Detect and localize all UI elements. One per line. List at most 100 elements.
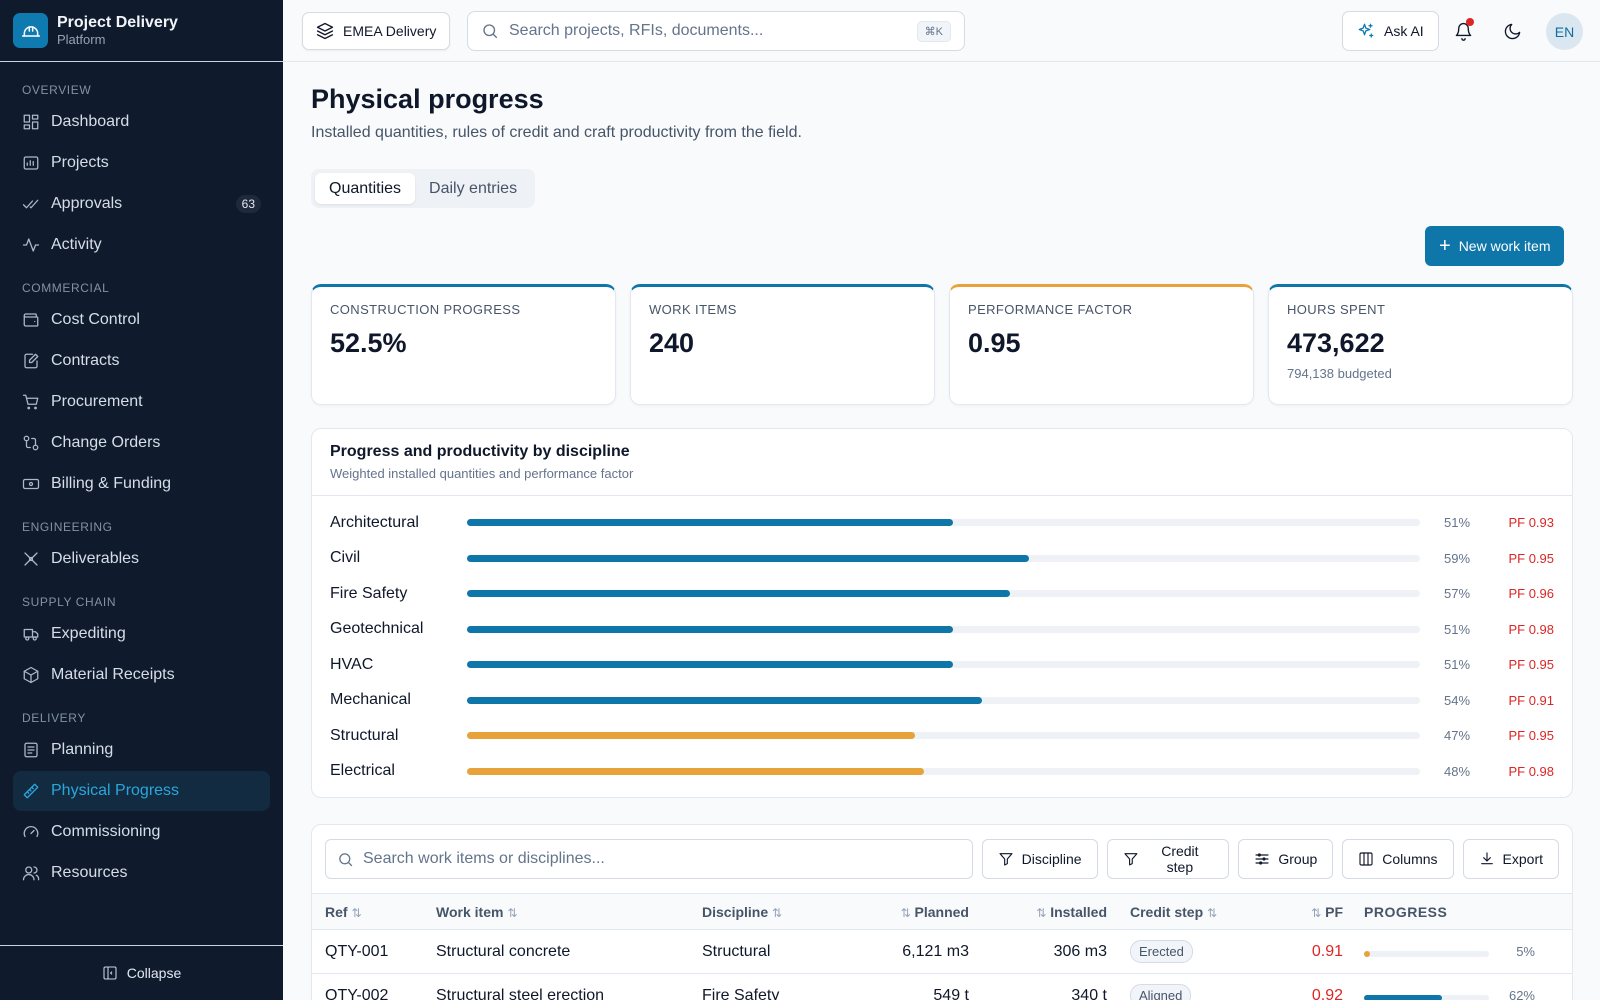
progress-percent: 54% <box>1444 692 1471 708</box>
workspace-switcher-button[interactable]: EMEA Delivery <box>302 12 451 50</box>
progress-fill <box>466 696 982 704</box>
ask-ai-button[interactable]: Ask AI <box>1342 11 1439 51</box>
table-row[interactable]: QTY-002 Structural steel erection Fire Saf… <box>312 974 1572 1000</box>
progress-fill <box>466 519 954 527</box>
user-avatar[interactable]: EN <box>1546 13 1583 50</box>
progress-track <box>466 554 1421 562</box>
sidebar-item-change-orders[interactable]: Change Orders <box>13 423 270 463</box>
column-label: PF <box>1325 904 1343 920</box>
discipline-row[interactable]: Mechanical 54% PF 0.91 <box>312 683 1572 719</box>
sidebar-item-label: Deliverables <box>51 550 140 567</box>
progress-fill <box>466 732 915 740</box>
discipline-row[interactable]: HVAC 51% PF 0.95 <box>312 647 1572 683</box>
discipline-row[interactable]: Civil 59% PF 0.95 <box>312 541 1572 577</box>
global-search[interactable]: ⌘K <box>467 11 965 51</box>
discipline-row[interactable]: Architectural 51% PF 0.93 <box>312 505 1572 541</box>
discipline-row[interactable]: Fire Safety 57% PF 0.96 <box>312 576 1572 612</box>
discipline-name: Geotechnical <box>330 620 424 638</box>
new-work-item-button[interactable]: + New work item <box>1425 226 1565 266</box>
column-label: Work item <box>436 904 504 920</box>
column-header-ref[interactable]: Ref ⇅ <box>325 894 362 931</box>
credit-step-filter-button[interactable]: Credit step <box>1106 839 1230 879</box>
table-search[interactable] <box>325 839 973 879</box>
sidebar-item-cost-control[interactable]: Cost Control <box>13 300 270 340</box>
sidebar-item-dashboard[interactable]: Dashboard <box>13 102 270 142</box>
sidebar-item-deliverables[interactable]: Deliverables <box>13 539 270 579</box>
discipline-row[interactable]: Geotechnical 51% PF 0.98 <box>312 612 1572 648</box>
cell-work-item: Structural steel erection <box>436 987 605 1000</box>
column-label: Installed <box>1050 904 1107 920</box>
sidebar-item-expediting[interactable]: Expediting <box>13 614 270 654</box>
kpi-label: WORK ITEMS <box>649 302 737 317</box>
column-header-credit-step[interactable]: Credit step ⇅ <box>1130 894 1217 931</box>
progress-fill <box>466 554 1030 562</box>
global-search-input[interactable] <box>509 22 917 40</box>
sidebar-item-label: Physical Progress <box>51 782 180 799</box>
cell-pf: 0.91 <box>1311 943 1343 960</box>
kpi-work-items: WORK ITEMS 240 <box>630 284 935 405</box>
sidebar-item-physical-progress[interactable]: Physical Progress <box>13 771 270 811</box>
sidebar-item-billing-funding[interactable]: Billing & Funding <box>13 464 270 504</box>
package-icon <box>23 666 39 684</box>
sidebar-item-contracts[interactable]: Contracts <box>13 341 270 381</box>
nav-section-delivery: DELIVERY <box>22 711 86 725</box>
column-header-installed[interactable]: ⇅ Installed <box>992 894 1107 931</box>
progress-track <box>466 696 1421 704</box>
sidebar-item-label: Material Receipts <box>51 666 175 683</box>
sidebar-item-activity[interactable]: Activity <box>13 225 270 265</box>
discipline-row[interactable]: Structural 47% PF 0.95 <box>312 718 1572 754</box>
sidebar-item-label: Approvals <box>51 195 123 212</box>
cell-pf: 0.92 <box>1311 987 1343 1000</box>
sidebar-item-label: Resources <box>51 864 128 881</box>
column-label: Credit step <box>1130 904 1204 920</box>
column-label: Discipline <box>702 904 769 920</box>
sidebar-item-commissioning[interactable]: Commissioning <box>13 812 270 852</box>
cell-credit-step: Erected <box>1130 930 1193 974</box>
column-header-pf[interactable]: ⇅ PF <box>1292 894 1343 931</box>
discipline-name: Electrical <box>330 762 395 780</box>
tool-label: Discipline <box>1021 851 1082 867</box>
tab-daily-entries[interactable]: Daily entries <box>429 180 518 197</box>
cell-progress-percent: 62% <box>1508 988 1535 1000</box>
discipline-filter-button[interactable]: Discipline <box>981 839 1098 879</box>
sidebar-item-procurement[interactable]: Procurement <box>13 382 270 422</box>
progress-percent: 57% <box>1444 586 1471 602</box>
column-header-planned[interactable]: ⇅ Planned <box>852 894 969 931</box>
sort-icon: ⇅ <box>507 906 518 920</box>
sparkles-icon <box>1358 23 1374 38</box>
cell-installed: 340 t <box>1071 987 1107 1000</box>
page-subtitle: Installed quantities, rules of credit an… <box>311 124 802 141</box>
export-button[interactable]: Export <box>1462 839 1559 879</box>
tool-label: Group <box>1278 851 1318 867</box>
group-button[interactable]: Group <box>1238 839 1334 879</box>
column-header-discipline[interactable]: Discipline ⇅ <box>702 894 782 931</box>
discipline-row[interactable]: Electrical 48% PF 0.98 <box>312 754 1572 790</box>
columns-button[interactable]: Columns <box>1342 839 1454 879</box>
sort-icon: ⇅ <box>772 906 783 920</box>
table-search-input[interactable] <box>363 850 961 868</box>
kpi-label: PERFORMANCE FACTOR <box>968 302 1133 317</box>
plus-icon: + <box>1439 235 1451 257</box>
column-header-work-item[interactable]: Work item ⇅ <box>436 894 517 931</box>
truck-icon <box>23 628 39 641</box>
sidebar-item-planning[interactable]: Planning <box>13 730 270 770</box>
panel-collapse-icon <box>103 966 117 980</box>
sidebar-item-projects[interactable]: Projects <box>13 143 270 183</box>
sidebar-item-approvals[interactable]: Approvals 63 <box>13 184 270 224</box>
notifications-button[interactable] <box>1447 15 1479 47</box>
progress-percent: 51% <box>1444 515 1471 531</box>
filter-icon <box>1123 853 1137 866</box>
sidebar-item-resources[interactable]: Resources <box>13 853 270 893</box>
table-row[interactable]: QTY-001 Structural concrete Structural 6,12… <box>312 930 1572 974</box>
brand[interactable]: Project Delivery Platform <box>0 0 283 62</box>
collapse-button[interactable]: Collapse <box>0 945 283 1000</box>
credit-step-badge: Aligned <box>1130 984 1192 1000</box>
kpi-value: 52.5% <box>330 328 407 358</box>
sidebar-item-material-receipts[interactable]: Material Receipts <box>13 655 270 695</box>
kpi-value: 473,622 <box>1287 328 1385 358</box>
cell-credit-step: Aligned <box>1130 974 1192 1000</box>
progress-percent: 47% <box>1444 728 1471 744</box>
theme-toggle-button[interactable] <box>1496 15 1528 47</box>
sort-icon: ⇅ <box>351 906 362 920</box>
tab-quantities[interactable]: Quantities <box>315 173 416 204</box>
